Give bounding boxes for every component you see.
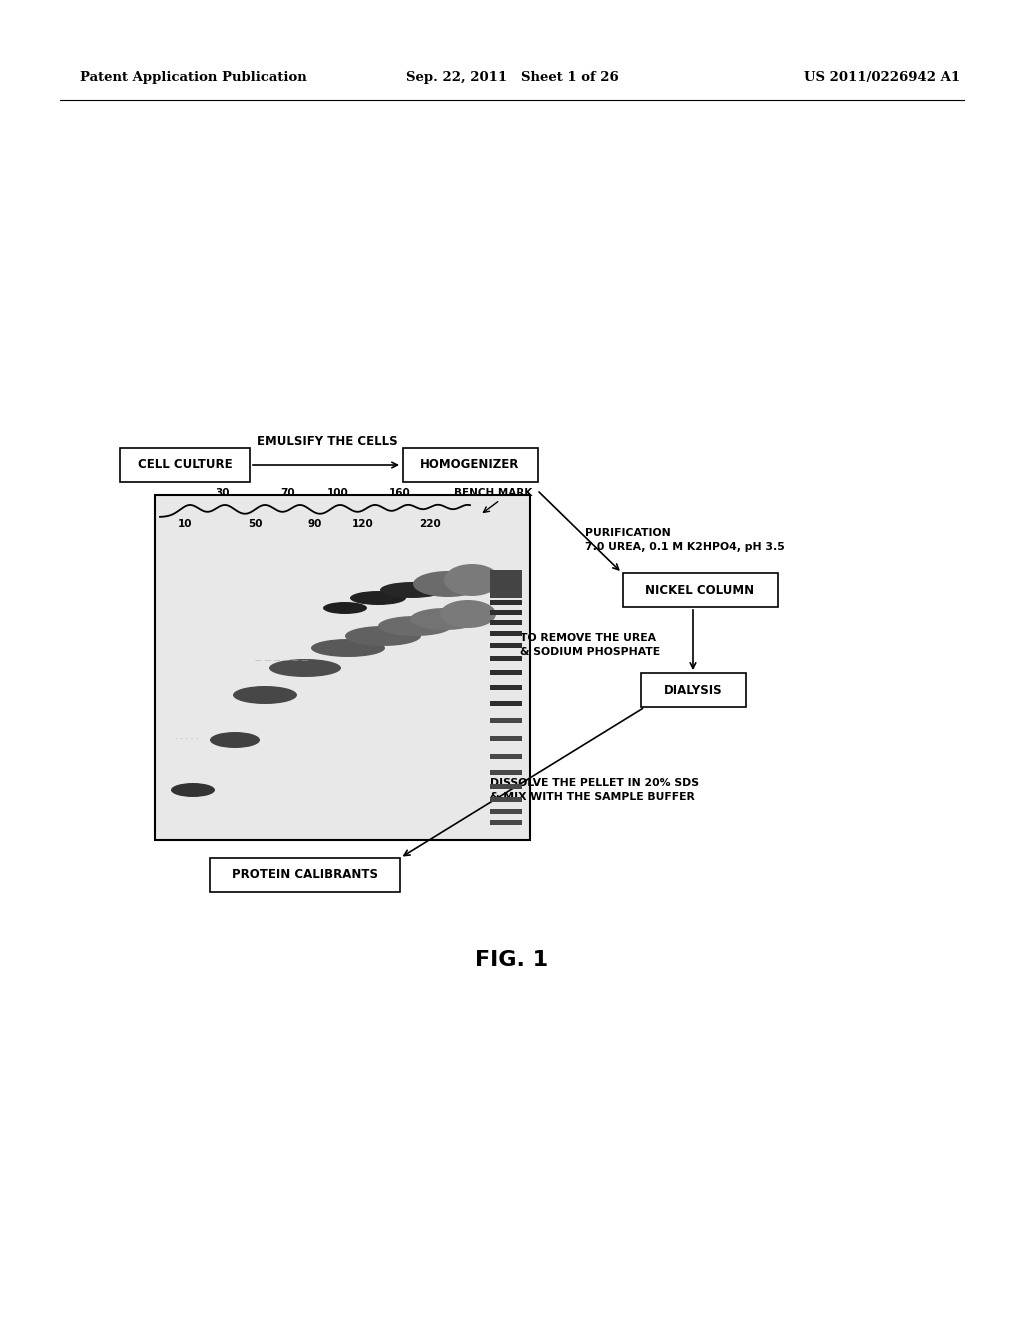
- Bar: [490, 820, 522, 825]
- Bar: [490, 643, 522, 648]
- FancyBboxPatch shape: [623, 573, 777, 607]
- Text: NICKEL COLUMN: NICKEL COLUMN: [645, 583, 755, 597]
- Ellipse shape: [323, 602, 367, 614]
- Text: Sep. 22, 2011   Sheet 1 of 26: Sep. 22, 2011 Sheet 1 of 26: [406, 71, 618, 84]
- Bar: [490, 610, 522, 615]
- Bar: [490, 620, 522, 624]
- Ellipse shape: [350, 591, 406, 605]
- Text: BENCH MARK: BENCH MARK: [454, 488, 532, 498]
- Text: EMULSIFY THE CELLS: EMULSIFY THE CELLS: [257, 436, 397, 447]
- Ellipse shape: [171, 783, 215, 797]
- Text: PURIFICATION
7.0 UREA, 0.1 M K2HPO4, pH 3.5: PURIFICATION 7.0 UREA, 0.1 M K2HPO4, pH …: [585, 528, 784, 552]
- Text: DISSOLVE THE PELLET IN 20% SDS
& MIX WITH THE SAMPLE BUFFER: DISSOLVE THE PELLET IN 20% SDS & MIX WIT…: [490, 777, 699, 803]
- Text: 70: 70: [281, 488, 295, 498]
- Text: DIALYSIS: DIALYSIS: [664, 684, 722, 697]
- FancyBboxPatch shape: [120, 447, 250, 482]
- Bar: [490, 631, 522, 636]
- Ellipse shape: [233, 686, 297, 704]
- Bar: [490, 601, 522, 605]
- Text: PROTEIN CALIBRANTS: PROTEIN CALIBRANTS: [232, 869, 378, 882]
- Text: — — — — — —: — — — — — —: [255, 657, 308, 663]
- Text: FIG. 1: FIG. 1: [475, 950, 549, 970]
- Ellipse shape: [410, 609, 480, 630]
- Text: 90: 90: [308, 519, 323, 529]
- Bar: [490, 784, 522, 789]
- Ellipse shape: [413, 572, 483, 597]
- FancyBboxPatch shape: [402, 447, 538, 482]
- FancyBboxPatch shape: [640, 673, 745, 708]
- Bar: [490, 671, 522, 675]
- Bar: [490, 770, 522, 775]
- Bar: [490, 570, 522, 598]
- Bar: [490, 701, 522, 706]
- Bar: [490, 656, 522, 661]
- Bar: [490, 737, 522, 741]
- Ellipse shape: [345, 626, 421, 645]
- Text: 100: 100: [327, 488, 349, 498]
- Text: 160: 160: [389, 488, 411, 498]
- Ellipse shape: [269, 659, 341, 677]
- Ellipse shape: [444, 564, 500, 597]
- Ellipse shape: [311, 639, 385, 657]
- Text: · · · · ·: · · · · ·: [175, 735, 199, 744]
- Ellipse shape: [210, 733, 260, 748]
- Text: 30: 30: [216, 488, 230, 498]
- Bar: [490, 685, 522, 690]
- Text: 50: 50: [248, 519, 262, 529]
- Text: 120: 120: [352, 519, 374, 529]
- Text: 220: 220: [419, 519, 441, 529]
- Text: 10: 10: [178, 519, 193, 529]
- Ellipse shape: [380, 582, 444, 598]
- FancyBboxPatch shape: [210, 858, 400, 892]
- Ellipse shape: [378, 616, 452, 636]
- Text: US 2011/0226942 A1: US 2011/0226942 A1: [804, 71, 961, 84]
- Bar: [490, 754, 522, 759]
- Bar: [490, 809, 522, 814]
- Ellipse shape: [440, 601, 496, 628]
- Bar: [490, 797, 522, 803]
- Bar: [490, 718, 522, 723]
- Bar: [155, 495, 530, 840]
- Text: CELL CULTURE: CELL CULTURE: [137, 458, 232, 471]
- Text: HOMOGENIZER: HOMOGENIZER: [420, 458, 520, 471]
- Text: TO REMOVE THE UREA
& SODIUM PHOSPHATE: TO REMOVE THE UREA & SODIUM PHOSPHATE: [520, 634, 660, 657]
- Text: Patent Application Publication: Patent Application Publication: [80, 71, 307, 84]
